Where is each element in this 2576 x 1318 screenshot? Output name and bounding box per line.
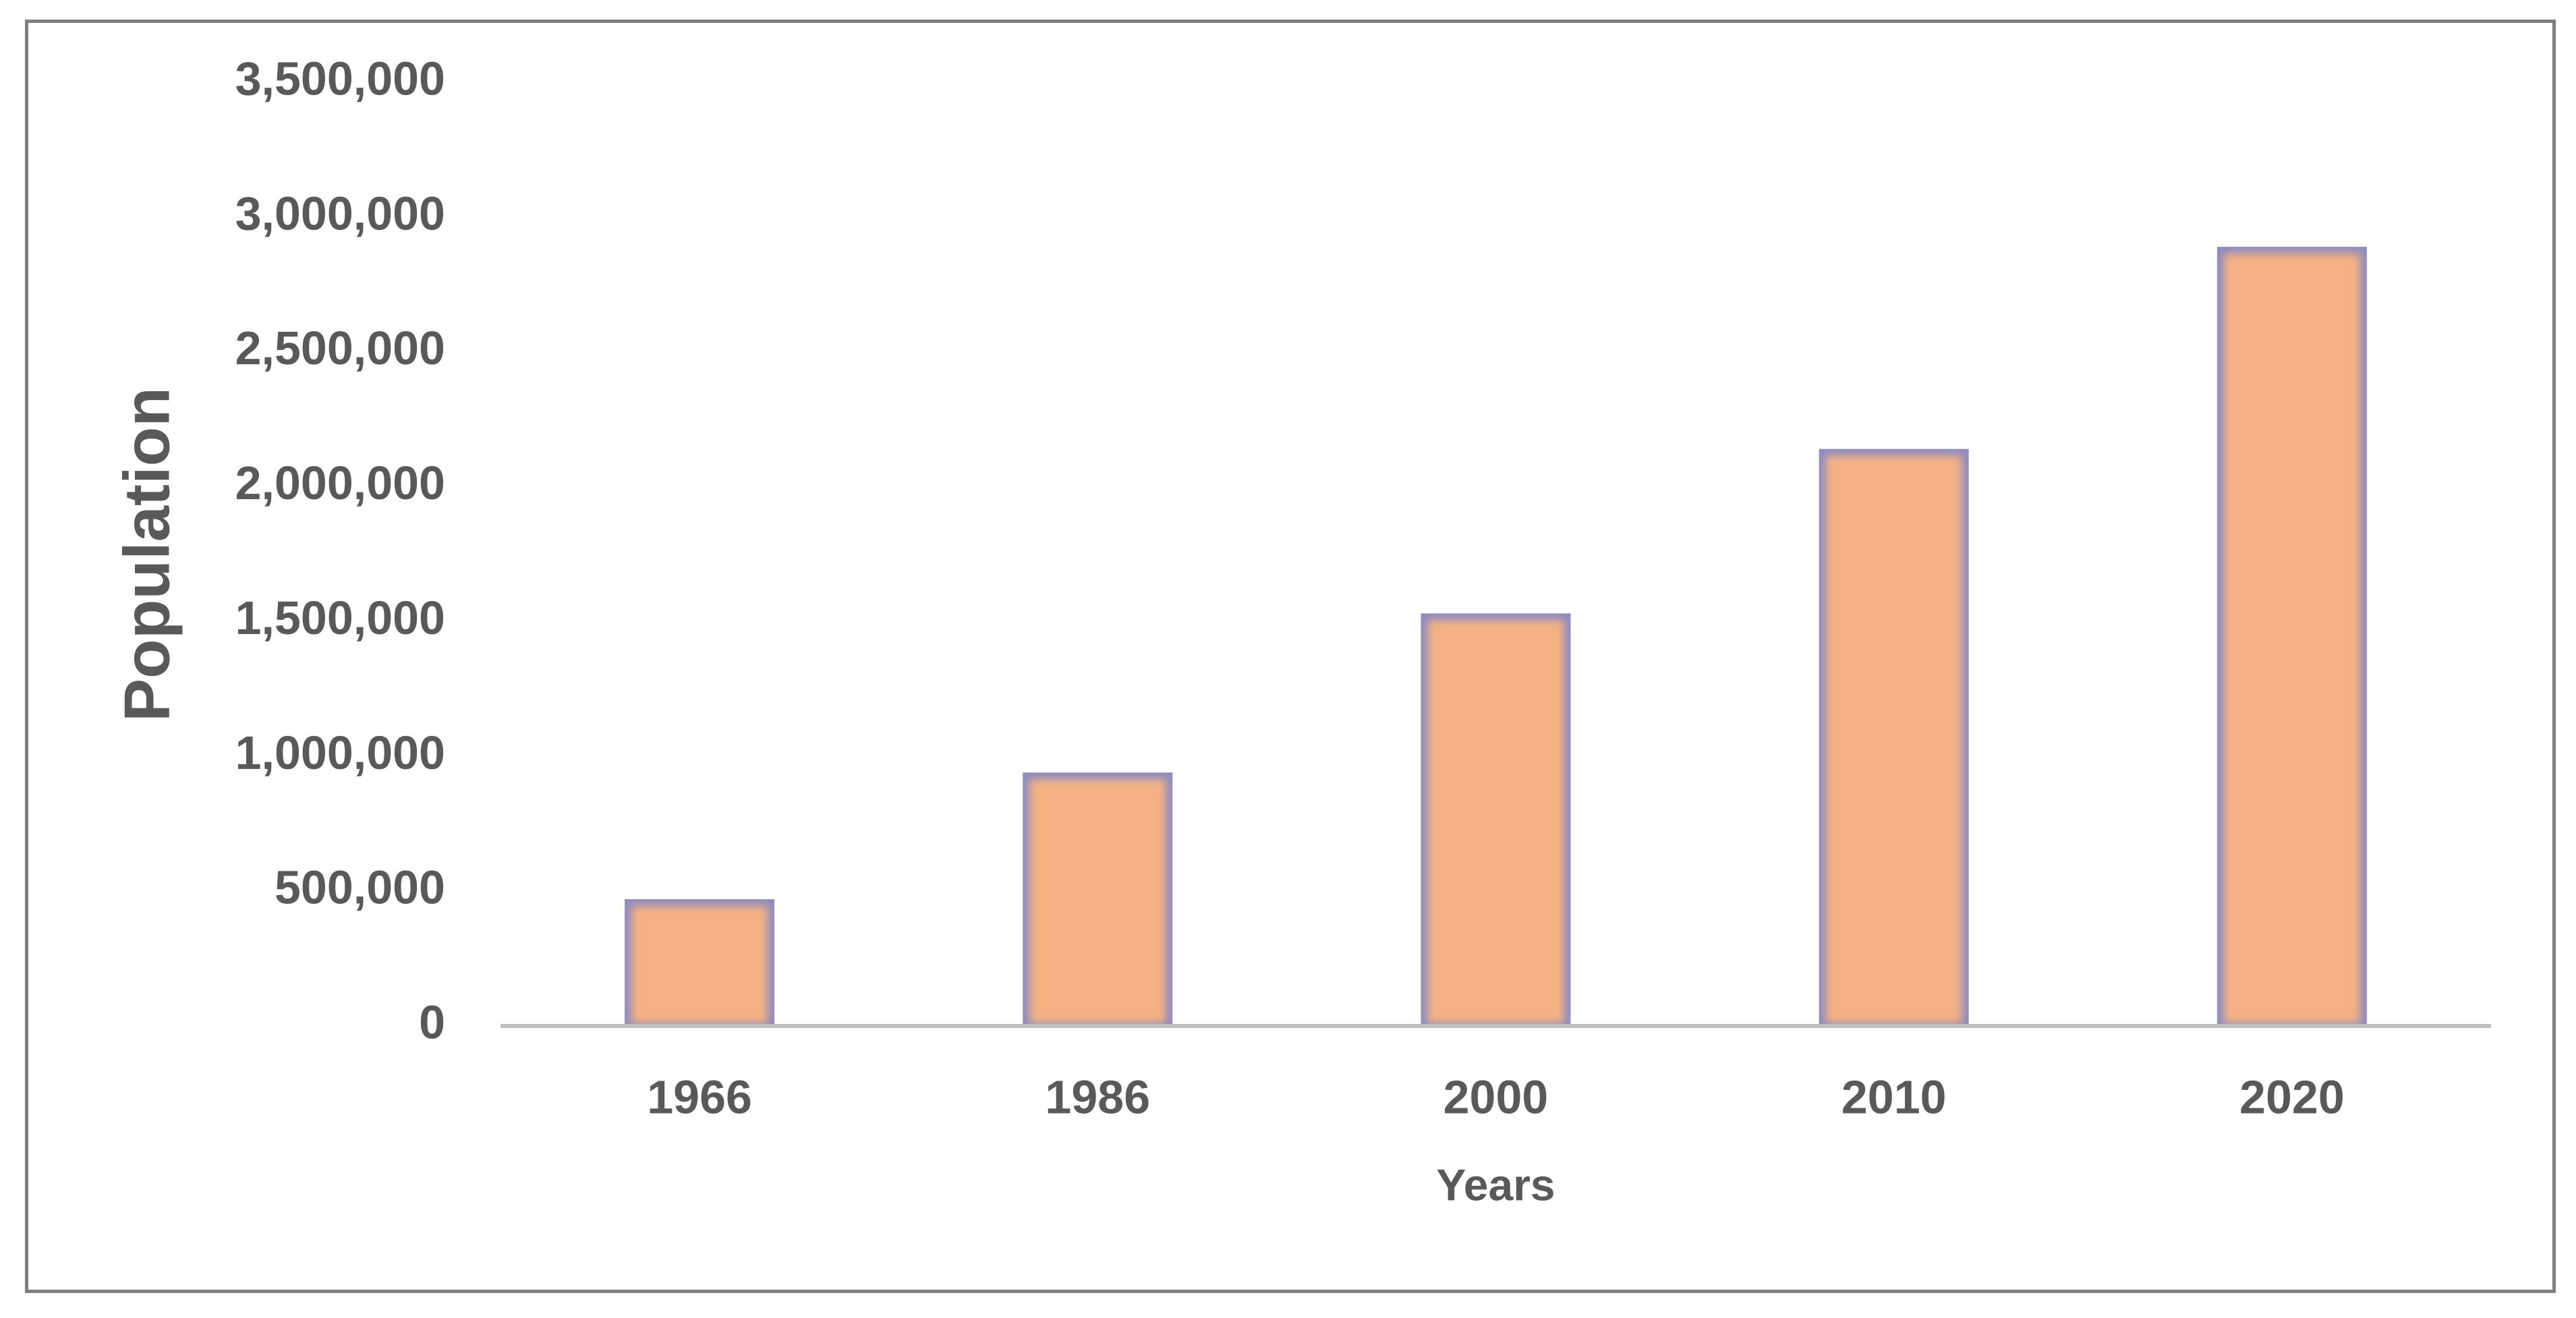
y-axis-ticks: 0 500,000 1,000,000 1,500,000 2,000,000 2,500…	[235, 52, 445, 1048]
x-tick-label: 2020	[2239, 1070, 2345, 1123]
x-tick-label: 2000	[1443, 1070, 1549, 1123]
bar-1986	[1023, 772, 1173, 1026]
y-tick-label: 1,000,000	[235, 726, 445, 779]
bar-fill	[1427, 620, 1564, 1023]
bar-1966	[625, 899, 775, 1026]
bar-2010	[1819, 449, 1969, 1026]
x-tick-label: 1986	[1045, 1070, 1150, 1123]
y-tick-label: 2,000,000	[235, 457, 445, 509]
chart-frame	[25, 20, 2556, 1293]
bar-fill	[2223, 253, 2360, 1024]
y-tick-label: 3,500,000	[235, 52, 445, 105]
y-tick-label: 500,000	[275, 861, 445, 914]
y-tick-label: 3,000,000	[235, 187, 445, 239]
bars-group	[625, 246, 2367, 1027]
y-axis-title: Population	[111, 387, 183, 722]
bar-fill	[631, 906, 768, 1023]
y-tick-label: 2,500,000	[235, 322, 445, 374]
bar-2020	[2216, 246, 2367, 1027]
x-axis-title: Years	[1436, 1159, 1555, 1209]
bar-2000	[1421, 613, 1571, 1026]
bar-fill	[1825, 455, 1962, 1023]
x-tick-label: 2010	[1841, 1070, 1947, 1123]
x-axis-ticks: 1966 1986 2000 2010 2020	[647, 1070, 2345, 1123]
x-tick-label: 1966	[647, 1070, 752, 1123]
y-tick-label: 0	[419, 996, 445, 1048]
y-tick-label: 1,500,000	[235, 592, 445, 644]
bar-fill	[1029, 779, 1166, 1023]
